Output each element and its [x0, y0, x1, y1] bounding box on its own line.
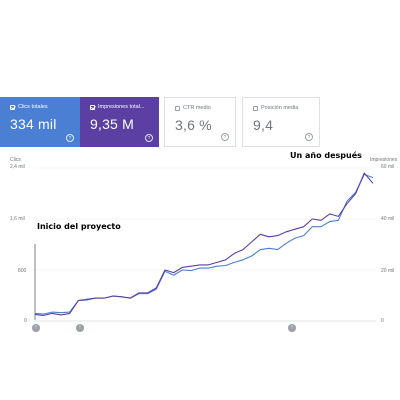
y-left-tick-label: 0	[24, 318, 27, 324]
annotation-after: Un año después	[290, 151, 362, 160]
help-icon[interactable]: ?	[145, 134, 153, 142]
checkbox-icon[interactable]	[253, 105, 258, 111]
y-right-axis-label: Impresiones	[370, 157, 398, 163]
metric-value: 9,4	[253, 117, 274, 133]
y-right-tick-label: 20 mil	[381, 268, 395, 274]
metric-card-head: Posición media	[253, 104, 319, 112]
help-icon[interactable]: ?	[305, 133, 313, 141]
y-right-tick-label: 60 mil	[381, 164, 395, 170]
checkbox-icon[interactable]	[90, 104, 95, 110]
y-right-tick-label: 0	[381, 318, 384, 324]
annotation-start: Inicio del proyecto	[37, 222, 121, 231]
help-icon[interactable]: ?	[221, 133, 229, 141]
metric-card-head: Impresiones total...	[90, 103, 159, 111]
checkbox-icon[interactable]	[175, 105, 180, 111]
metric-card-clicks[interactable]: Clics totales 334 mil ?	[0, 97, 80, 147]
help-icon[interactable]: ?	[66, 134, 74, 142]
metric-card-position[interactable]: Posición media 9,4 ?	[242, 97, 320, 147]
metric-label: Clics totales	[18, 104, 48, 110]
series-line-impressions	[34, 172, 374, 316]
metric-cards: Clics totales 334 mil ? Impresiones tota…	[0, 97, 400, 147]
metric-label: Impresiones total...	[98, 104, 145, 110]
y-left-axis-label: Clics	[10, 157, 21, 163]
event-marker-icon[interactable]: !	[32, 324, 40, 332]
metric-label: CTR medio	[183, 105, 211, 111]
y-left-tick-label: 800	[18, 268, 27, 274]
metric-card-ctr[interactable]: CTR medio 3,6 % ?	[164, 97, 236, 147]
y-left-tick-label: 2,4 mil	[10, 164, 25, 170]
y-right-tick-label: 40 mil	[381, 216, 395, 222]
y-left-tick-label: 1,6 mil	[10, 216, 25, 222]
metric-label: Posición media	[261, 105, 299, 111]
metric-value: 3,6 %	[175, 117, 212, 133]
metric-card-head: Clics totales	[10, 103, 80, 111]
event-marker-icon[interactable]: !	[288, 324, 296, 332]
series-line-clicks	[34, 173, 374, 315]
checkbox-icon[interactable]	[10, 104, 15, 110]
event-marker-icon[interactable]: !	[76, 324, 84, 332]
metric-card-head: CTR medio	[175, 104, 235, 112]
metric-value: 9,35 M	[90, 116, 134, 132]
metric-value: 334 mil	[10, 116, 57, 132]
metric-card-impressions[interactable]: Impresiones total... 9,35 M ?	[80, 97, 159, 147]
